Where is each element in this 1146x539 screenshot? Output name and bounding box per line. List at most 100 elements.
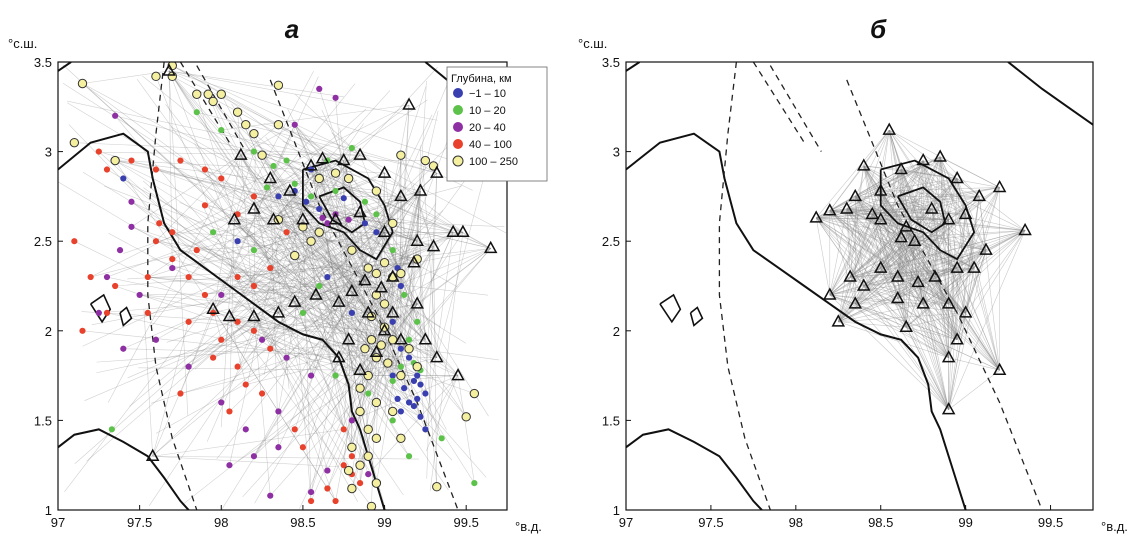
earthquake-point (283, 354, 290, 361)
ray-path (855, 230, 1026, 305)
earthquake-point (347, 442, 357, 452)
ray-path (240, 155, 372, 340)
ray-path (829, 210, 919, 283)
ray-path (939, 156, 975, 269)
earthquake-point (373, 211, 380, 218)
ray-path (849, 276, 949, 410)
ray-path (900, 237, 1000, 371)
ray-path (294, 302, 312, 502)
ray-path (168, 70, 449, 491)
x-tick-label: 99.5 (1038, 515, 1063, 530)
earthquake-point (283, 157, 290, 164)
ray-path (152, 429, 344, 457)
ray-path (849, 208, 932, 278)
ray-path (181, 352, 377, 506)
ray-path (253, 249, 369, 314)
ray-path (234, 214, 336, 220)
ray-path (849, 214, 873, 278)
ray-path (829, 129, 890, 296)
ray-path (253, 190, 421, 457)
ray-path (849, 237, 902, 278)
seismic-station-marker (296, 212, 310, 225)
earthquake-point (167, 71, 177, 82)
ray-path (846, 208, 1000, 371)
ray-path (900, 169, 966, 314)
legend-marker (453, 88, 463, 98)
ray-path (956, 178, 987, 251)
panel-b-x-axis: 97 97.5 98 98.5 99 99.5 (619, 505, 1063, 530)
earthquake-point (343, 173, 354, 184)
earthquake-point (169, 264, 176, 272)
ray-path (854, 160, 924, 305)
earthquake-point (152, 238, 160, 245)
ray-path (939, 156, 958, 340)
ray-path (816, 217, 987, 251)
earthquake-point (348, 309, 355, 316)
ray-path (939, 156, 949, 304)
seismic-station-marker (385, 269, 400, 282)
ray-path (253, 196, 437, 358)
earthquake-point (210, 229, 217, 236)
ray-path (849, 160, 924, 278)
ray-path (270, 232, 385, 349)
ray-path (172, 65, 344, 161)
earthquake-point (319, 214, 326, 222)
ray-path (855, 282, 919, 305)
ray-path (855, 196, 907, 228)
ray-path (286, 160, 366, 281)
seismic-station-marker (958, 305, 973, 318)
earthquake-point (208, 96, 218, 107)
ray-path (897, 237, 902, 299)
seismic-station-marker (950, 260, 964, 273)
ray-path (234, 219, 453, 461)
earthquake-point (366, 335, 377, 345)
ray-path (196, 111, 437, 174)
ray-path (168, 70, 402, 439)
seismic-station-marker (377, 224, 392, 237)
ray-path (939, 156, 987, 251)
ray-path (310, 169, 349, 340)
ray-path (376, 172, 438, 233)
earthquake-point (363, 263, 373, 273)
coastline (58, 428, 190, 510)
ray-path (82, 83, 235, 220)
seismic-station-marker (839, 201, 854, 214)
ray-path (815, 217, 864, 287)
earthquake-point (355, 383, 365, 393)
ray-path (829, 282, 919, 296)
ray-path (956, 267, 1000, 371)
earthquake-point (249, 128, 259, 139)
ray-path (914, 241, 949, 410)
seismic-station-marker (941, 350, 956, 363)
ray-path (888, 130, 907, 328)
earthquake-point (316, 85, 323, 92)
ray-path (829, 165, 864, 211)
earthquake-point (347, 483, 357, 494)
ray-path (838, 160, 924, 322)
ray-path (948, 369, 1000, 410)
seismic-station-marker (413, 183, 428, 196)
ray-path (897, 156, 941, 278)
ray-path (900, 169, 958, 340)
ray-path (278, 196, 426, 340)
ray-path (905, 226, 949, 305)
ray-path (367, 232, 454, 430)
ray-path (917, 282, 949, 358)
fault-line (718, 62, 771, 510)
ray-path (854, 129, 890, 197)
ray-path (816, 208, 847, 219)
ray-path (829, 208, 932, 212)
ray-path (838, 219, 949, 323)
ray-path (829, 210, 936, 278)
ray-path (956, 178, 1026, 231)
ray-path (880, 190, 924, 305)
panel-a-x-unit: °в.д. (515, 519, 542, 534)
ray-path (221, 94, 361, 371)
ray-path (863, 187, 1000, 287)
ray-path (965, 214, 975, 269)
ray-path (905, 249, 987, 328)
ray-path (948, 268, 975, 410)
ray-path (923, 267, 975, 305)
ray-path (240, 154, 328, 186)
earthquake-point (103, 273, 111, 281)
